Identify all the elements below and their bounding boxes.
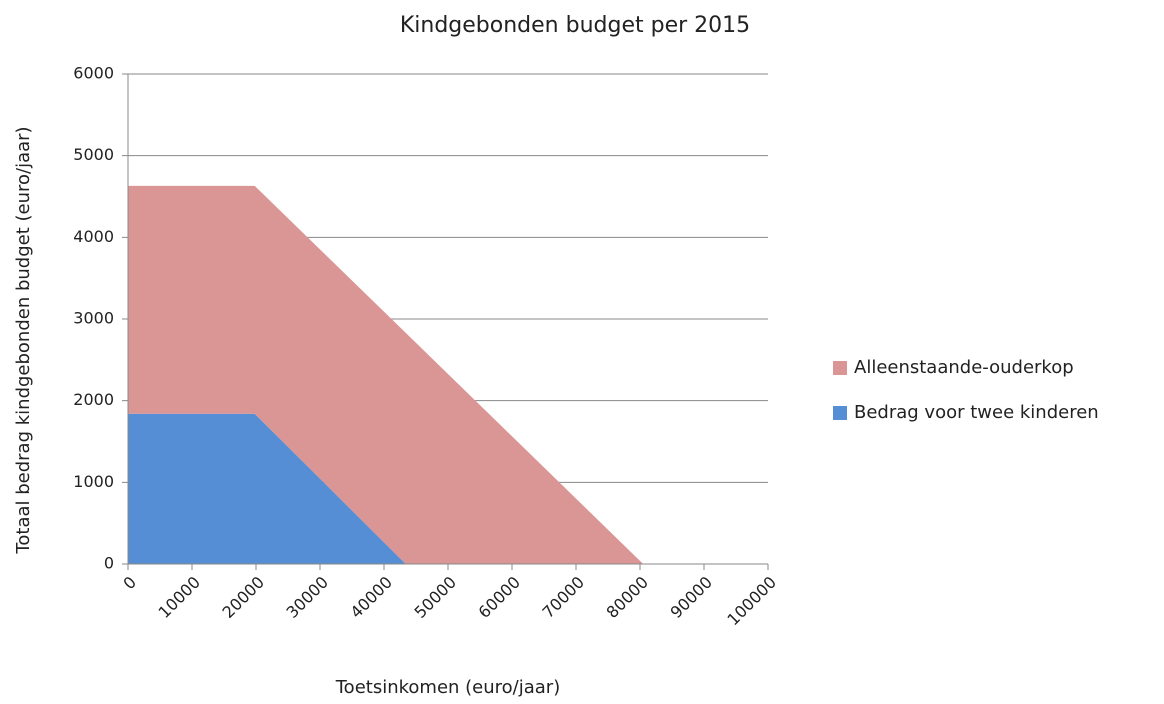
chart-title: Kindgebonden budget per 2015 [400, 13, 750, 38]
y-tick-label: 4000 [73, 227, 114, 246]
x-tick-label: 30000 [283, 573, 332, 622]
y-axis-label: Totaal bedrag kindgebonden budget (euro/… [13, 126, 34, 554]
x-tick-label: 60000 [475, 573, 524, 622]
x-tick-label: 70000 [539, 573, 588, 622]
x-tick-label: 90000 [667, 573, 716, 622]
y-tick-label: 1000 [73, 472, 114, 491]
legend-label: Alleenstaande-ouderkop [854, 357, 1074, 378]
x-axis-label: Toetsinkomen (euro/jaar) [335, 677, 560, 698]
legend-label: Bedrag voor twee kinderen [854, 402, 1099, 423]
x-tick-label: 20000 [219, 573, 268, 622]
area [128, 413, 768, 564]
x-tick-label: 80000 [603, 573, 652, 622]
x-tick-label: 50000 [411, 573, 460, 622]
x-tick-label: 40000 [347, 573, 396, 622]
y-tick-label: 3000 [73, 309, 114, 328]
y-tick-label: 6000 [73, 64, 114, 83]
y-tick-label: 2000 [73, 390, 114, 409]
legend-swatch [833, 406, 847, 420]
x-tick-label: 0 [119, 573, 140, 594]
y-tick-label: 0 [104, 554, 114, 573]
x-tick-label: 100000 [723, 573, 780, 630]
x-tick-label: 10000 [155, 573, 204, 622]
y-tick-label: 5000 [73, 145, 114, 164]
area [128, 185, 768, 564]
legend-swatch [833, 361, 847, 375]
